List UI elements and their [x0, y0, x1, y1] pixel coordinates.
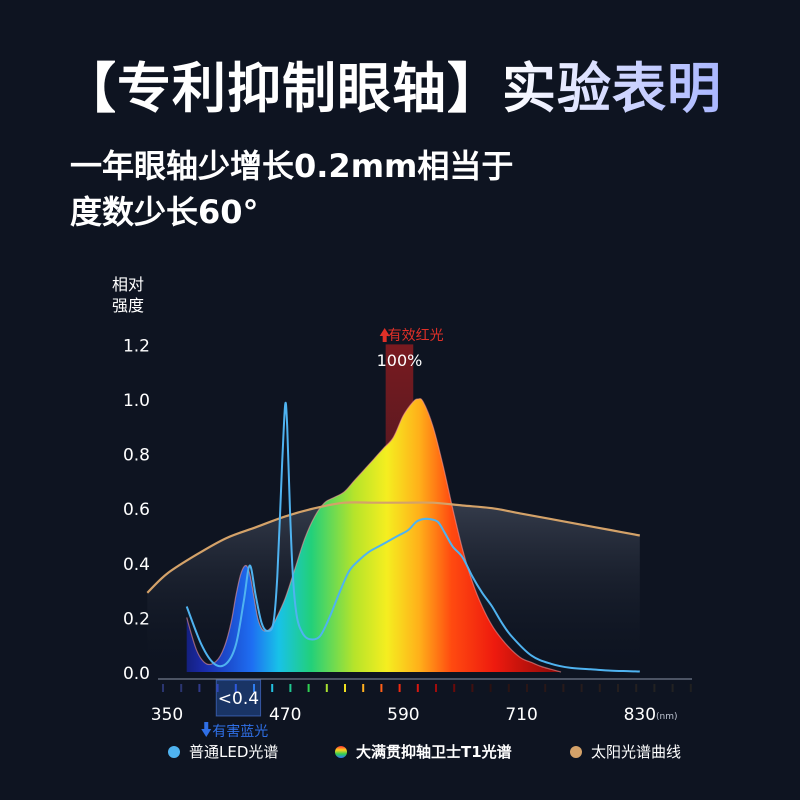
- x-minor-tick: [526, 684, 528, 692]
- y-axis-label-line1: 相对: [112, 275, 144, 294]
- x-minor-tick: [289, 684, 292, 692]
- down-arrow-icon: [201, 722, 212, 737]
- legend-dot-sun: [570, 745, 582, 758]
- x-minor-tick: [325, 684, 328, 692]
- t1-spectrum-edge: [186, 398, 562, 673]
- x-tick-label: 830: [624, 705, 656, 725]
- blue-light-label-group: 有害蓝光: [201, 722, 268, 740]
- blue-value-label: <0.4: [218, 689, 259, 709]
- x-tick-label: 710: [505, 705, 537, 725]
- y-tick-label: 0.8: [123, 446, 150, 466]
- x-minor-tick: [653, 684, 656, 692]
- legend-dot-t1: [335, 745, 347, 758]
- x-minor-tick: [507, 684, 510, 692]
- x-tick-label: 350: [151, 705, 183, 725]
- y-tick-label: 0.4: [123, 555, 150, 575]
- red-value-label: 100%: [377, 351, 423, 370]
- legend-label-t1: 大满贯抑轴卫士T1光谱: [356, 743, 512, 761]
- legend-item-led: 普通LED光谱: [168, 741, 278, 762]
- up-arrow-icon: [379, 328, 390, 342]
- x-minor-tick: [689, 684, 692, 692]
- x-minor-tick: [271, 684, 274, 692]
- x-minor-tick: [544, 684, 547, 692]
- headline-accent: 实验表明: [502, 57, 722, 120]
- t1-spectrum-area: [186, 398, 561, 672]
- x-minor-tick: [380, 684, 383, 692]
- legend-dot-led: [168, 745, 180, 758]
- red-light-label-group: 有效红光: [379, 328, 444, 344]
- x-minor-tick: [180, 684, 183, 692]
- y-tick-label: 1.2: [123, 336, 150, 356]
- x-minor-tick: [635, 684, 638, 692]
- blue-light-label: 有害蓝光: [212, 724, 268, 740]
- x-minor-tick: [253, 684, 255, 692]
- x-minor-tick: [362, 684, 365, 692]
- legend-label-sun: 太阳光谱曲线: [591, 743, 682, 761]
- x-minor-tick: [453, 684, 456, 692]
- x-minor-tick: [671, 684, 674, 692]
- x-minor-tick: [398, 684, 401, 692]
- x-minor-tick: [580, 684, 583, 692]
- sun-curve: [146, 501, 640, 594]
- y-tick-label: 0.6: [123, 500, 150, 520]
- x-minor-tick: [489, 684, 492, 692]
- x-minor-tick: [471, 684, 474, 692]
- y-tick-label: 0.2: [123, 609, 150, 629]
- x-tick-label: 590: [387, 705, 419, 725]
- y-axis-label-line2: 强度: [112, 296, 144, 315]
- x-minor-tick: [435, 684, 437, 692]
- x-minor-tick: [344, 684, 346, 692]
- y-tick-label: 1.0: [123, 391, 150, 411]
- x-minor-tick: [617, 684, 619, 692]
- headline-bracket: 【专利抑制眼轴】: [62, 57, 502, 120]
- x-minor-tick: [562, 684, 565, 692]
- legend-item-sun: 太阳光谱曲线: [570, 741, 681, 762]
- x-minor-tick: [198, 684, 201, 692]
- legend-item-t1: 大满贯抑轴卫士T1光谱: [335, 741, 512, 762]
- subtitle-line1: 一年眼轴少增长0.2mm相当于: [70, 147, 514, 185]
- y-tick-label: 0.0: [123, 664, 150, 684]
- y-ticks: 0.0 0.2 0.4 0.6 0.8 1.0 1.2: [123, 336, 150, 684]
- x-unit-label: (nm): [656, 712, 678, 722]
- red-light-label: 有效红光: [388, 328, 444, 344]
- x-axis: 350 470 590 710 830 (nm): [151, 678, 692, 725]
- led-curve: [185, 401, 640, 673]
- x-minor-tick: [162, 684, 164, 692]
- legend: 普通LED光谱 大满贯抑轴卫士T1光谱 太阳光谱曲线: [0, 741, 800, 763]
- x-minor-tick: [416, 684, 419, 692]
- x-minor-tick: [216, 684, 219, 692]
- x-minor-tick: [234, 684, 237, 692]
- x-tick-label: 470: [269, 705, 301, 725]
- legend-label-led: 普通LED光谱: [189, 743, 279, 761]
- x-minor-tick: [307, 684, 310, 692]
- x-minor-tick: [598, 684, 601, 692]
- subtitle-line2: 度数少长60°: [70, 193, 259, 231]
- headline: 【专利抑制眼轴】实验表明: [62, 62, 722, 116]
